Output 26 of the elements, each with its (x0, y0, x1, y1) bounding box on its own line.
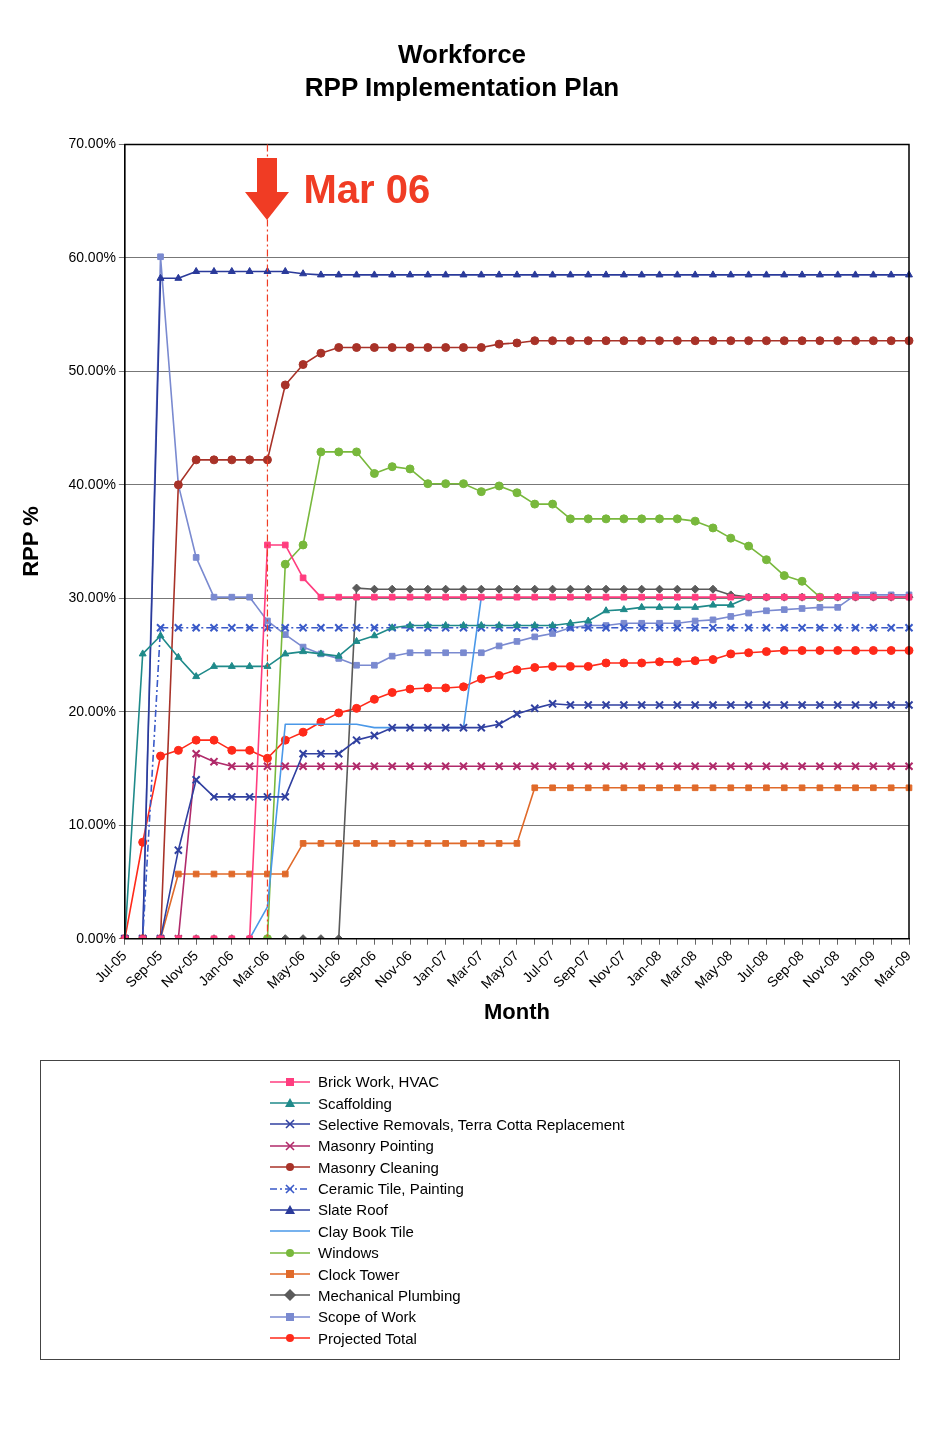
legend-label: Selective Removals, Terra Cotta Replacement (318, 1115, 625, 1133)
legend-label: Scaffolding (318, 1094, 392, 1112)
y-tick-label: 50.00% (68, 362, 116, 379)
legend-label: Masonry Pointing (318, 1137, 434, 1155)
y-tick-label: 10.00% (68, 816, 116, 833)
legend-label: Masonry Cleaning (318, 1158, 439, 1176)
y-axis-title: RPP % (18, 506, 44, 577)
ref-line-label: Mar 06 (303, 167, 431, 212)
chart-title: Workforce (397, 38, 527, 69)
y-tick-label: 20.00% (68, 702, 116, 719)
x-axis-title: Month (483, 998, 550, 1024)
legend-label: Ceramic Tile, Painting (318, 1180, 464, 1198)
legend-label: Slate Roof (318, 1201, 389, 1219)
y-tick-label: 30.00% (68, 589, 116, 606)
chart-subtitle: RPP Implementation Plan (304, 71, 620, 102)
legend-label: Clock Tower (318, 1265, 400, 1283)
legend-label: Brick Work, HVAC (318, 1073, 440, 1091)
y-tick-label: 60.00% (68, 248, 116, 265)
y-tick-label: 40.00% (68, 475, 116, 492)
y-tick-label: 70.00% (68, 135, 116, 152)
y-tick-label: 0.00% (76, 929, 116, 946)
legend-label: Scope of Work (318, 1308, 417, 1326)
legend-label: Projected Total (318, 1329, 417, 1347)
legend-label: Windows (318, 1244, 379, 1262)
legend-label: Clay Book Tile (318, 1222, 414, 1240)
legend-label: Mechanical Plumbing (318, 1286, 461, 1304)
